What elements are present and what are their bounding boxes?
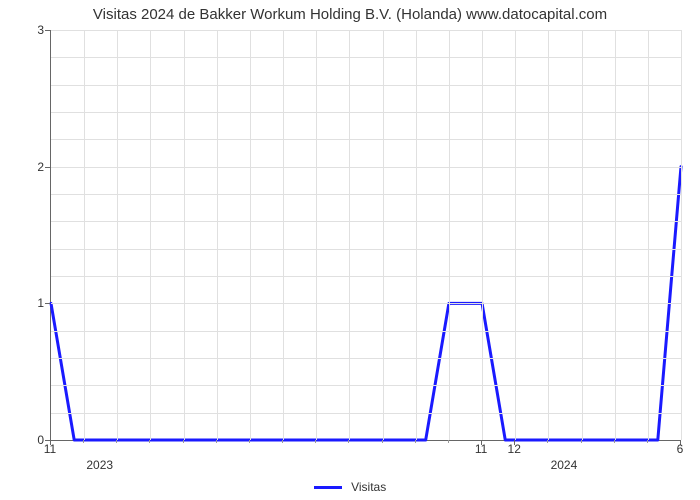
x-tick-minor [415, 440, 416, 443]
x-tick-minor [83, 440, 84, 443]
grid-line-v [615, 30, 616, 440]
grid-line-h [51, 30, 681, 31]
y-tick-label: 3 [24, 23, 44, 37]
x-tick-sub-label: 2024 [551, 458, 578, 472]
x-tick-minor [216, 440, 217, 443]
line-series [51, 30, 681, 440]
y-tick-label: 2 [24, 160, 44, 174]
grid-line-h-minor [51, 358, 681, 359]
x-tick-minor [382, 440, 383, 443]
x-tick-minor [282, 440, 283, 443]
legend-swatch [314, 486, 342, 489]
grid-line-v [515, 30, 516, 440]
grid-line-v [117, 30, 118, 440]
legend: Visitas [0, 480, 700, 494]
grid-line-v [184, 30, 185, 440]
chart-container: Visitas 2024 de Bakker Workum Holding B.… [0, 0, 700, 500]
x-tick-minor [249, 440, 250, 443]
grid-line-v [582, 30, 583, 440]
grid-line-h-minor [51, 194, 681, 195]
grid-line-v [349, 30, 350, 440]
x-tick-label: 12 [508, 442, 521, 456]
x-tick-minor [149, 440, 150, 443]
grid-line-h-minor [51, 139, 681, 140]
grid-line-v [84, 30, 85, 440]
grid-line-v [482, 30, 483, 440]
x-tick-minor [647, 440, 648, 443]
grid-line-v [316, 30, 317, 440]
grid-line-v [548, 30, 549, 440]
grid-line-h [51, 167, 681, 168]
grid-line-h-minor [51, 385, 681, 386]
x-tick-minor [315, 440, 316, 443]
y-tick-label: 0 [24, 433, 44, 447]
x-tick-minor [547, 440, 548, 443]
x-tick-minor [581, 440, 582, 443]
y-tick-mark [45, 303, 50, 304]
grid-line-h-minor [51, 413, 681, 414]
grid-line-v [648, 30, 649, 440]
x-tick-sub-label: 2023 [86, 458, 113, 472]
x-tick-label: 11 [44, 442, 56, 456]
grid-line-v [250, 30, 251, 440]
grid-line-h-minor [51, 57, 681, 58]
grid-line-h-minor [51, 221, 681, 222]
x-tick-label: 6 [677, 442, 684, 456]
chart-title: Visitas 2024 de Bakker Workum Holding B.… [0, 6, 700, 23]
x-tick-minor [614, 440, 615, 443]
grid-line-v [383, 30, 384, 440]
grid-line-h [51, 303, 681, 304]
grid-line-v [449, 30, 450, 440]
x-tick-minor [183, 440, 184, 443]
grid-line-h-minor [51, 112, 681, 113]
x-tick-minor [448, 440, 449, 443]
grid-line-v [150, 30, 151, 440]
grid-line-v [217, 30, 218, 440]
y-tick-label: 1 [24, 296, 44, 310]
y-tick-mark [45, 167, 50, 168]
grid-line-h-minor [51, 276, 681, 277]
plot-area [50, 30, 681, 441]
grid-line-v [283, 30, 284, 440]
grid-line-v [416, 30, 417, 440]
grid-line-v [681, 30, 682, 440]
grid-line-h-minor [51, 331, 681, 332]
grid-line-h-minor [51, 249, 681, 250]
x-tick-minor [116, 440, 117, 443]
x-tick-label: 11 [475, 442, 487, 456]
grid-line-h-minor [51, 85, 681, 86]
legend-label: Visitas [351, 480, 386, 494]
x-tick-minor [348, 440, 349, 443]
y-tick-mark [45, 30, 50, 31]
